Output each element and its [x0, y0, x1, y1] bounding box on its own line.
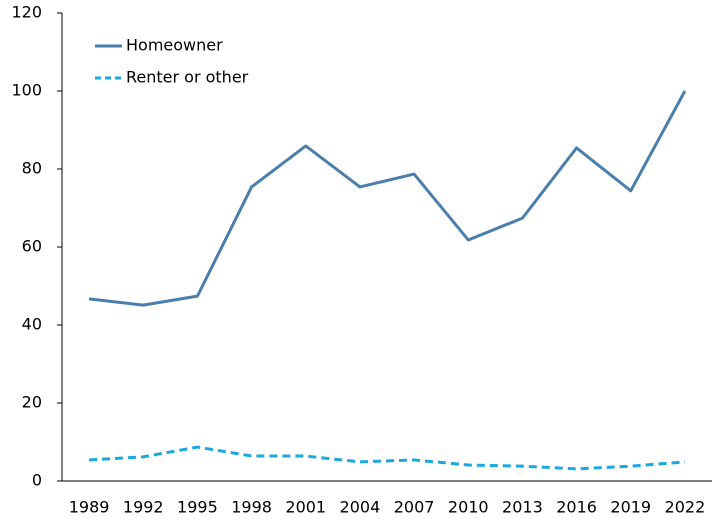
x-tick-label: 1995 [177, 498, 218, 517]
x-tick-label: 2019 [610, 498, 651, 517]
x-tick-label: 1998 [231, 498, 272, 517]
series-line [88, 90, 687, 307]
series-line [88, 445, 686, 471]
x-tick-label: 2007 [394, 498, 435, 517]
x-tick-label: 2004 [340, 498, 381, 517]
x-tick-label: 2022 [665, 498, 706, 517]
x-tick-label: 2016 [556, 498, 597, 517]
x-tick-label: 2001 [285, 498, 326, 517]
y-tick-label: 80 [22, 159, 42, 178]
legend-label: Renter or other [126, 68, 249, 87]
x-tick-label: 1992 [123, 498, 164, 517]
y-tick-label: 100 [11, 81, 42, 100]
y-tick-label: 20 [22, 393, 42, 412]
legend-label: Homeowner [126, 36, 223, 55]
y-tick-label: 120 [11, 3, 42, 22]
x-tick-label: 2013 [502, 498, 543, 517]
y-tick-label: 40 [22, 315, 42, 334]
y-tick-label: 0 [32, 471, 42, 490]
x-tick-label: 1989 [69, 498, 110, 517]
x-tick-label: 2010 [448, 498, 489, 517]
y-tick-label: 60 [22, 237, 42, 256]
